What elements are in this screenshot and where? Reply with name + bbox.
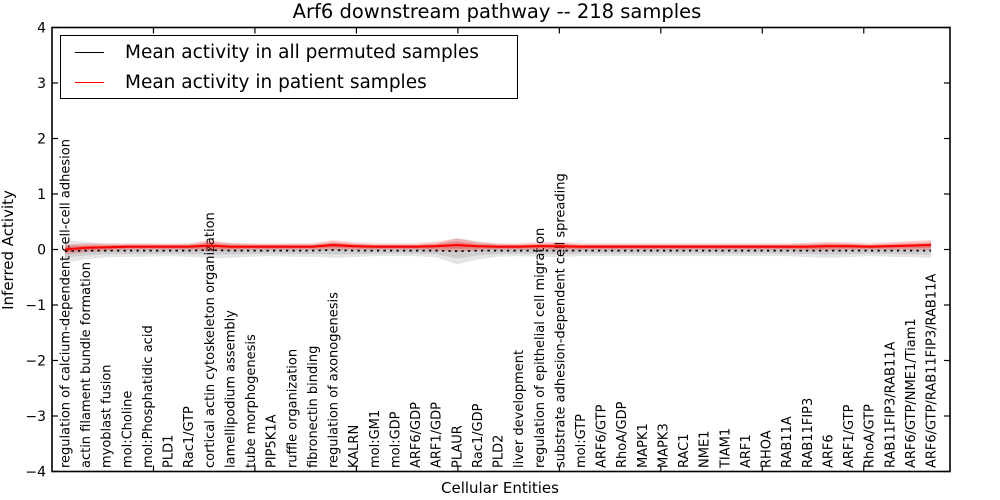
x-tick-label: fibronectin binding: [306, 346, 321, 468]
x-tick-label: ARF6/GTP/RAB11FIP3/RAB11A: [925, 274, 940, 468]
x-tick-label: ARF6/GTP: [595, 404, 610, 468]
permuted-mean-line: [64, 249, 932, 253]
x-tick-label: MAPK1: [636, 423, 651, 468]
x-tick-label: ARF1: [739, 434, 754, 468]
y-tick-label: 3: [37, 76, 46, 92]
x-tick-labels: regulation of calcium-dependent cell-cel…: [59, 139, 940, 469]
x-axis-label: Cellular Entities: [441, 479, 559, 497]
legend-item-permuted: Mean activity in all permuted samples: [61, 40, 517, 64]
x-tick-label: RhoA/GDP: [615, 401, 630, 468]
x-tick-label: RAB11FIP3: [801, 398, 816, 468]
x-tick-label: ruffle organization: [285, 349, 300, 468]
x-tick-label: mol:GTP: [574, 414, 589, 468]
x-tick-label: regulation of axonogenesis: [327, 292, 342, 468]
x-tick-label: ARF6/GDP: [409, 402, 424, 468]
x-tick-label: myoblast fusion: [100, 364, 115, 468]
x-tick-label: actin filament bundle formation: [79, 262, 94, 468]
permuted-line-sample: [75, 51, 104, 53]
x-tick-label: RAC1: [677, 433, 692, 468]
x-tick-label: mol:Choline: [120, 391, 135, 468]
y-tick-labels: 4 3 2 1 0 −1 −2 −3 −4: [25, 21, 46, 481]
x-tick-label: Rac1/GDP: [471, 403, 486, 468]
x-tick-label: PIP5K1A: [265, 414, 280, 468]
y-tick-label: −3: [25, 409, 46, 425]
x-tick-label: ARF6: [821, 434, 836, 468]
x-tick-label: liver development: [512, 350, 527, 468]
legend: Mean activity in all permuted samples Me…: [60, 35, 518, 99]
legend-label-patient: Mean activity in patient samples: [125, 71, 427, 93]
x-tick-label: tube morphogenesis: [244, 334, 259, 468]
x-tick-label: PLD1: [162, 435, 177, 468]
y-tick-label: 2: [37, 132, 46, 148]
axes-frame: [51, 26, 951, 473]
x-tick-label: PLAUR: [450, 425, 465, 468]
y-tick-label: −1: [25, 298, 46, 314]
x-tick-label: mol:GM1: [368, 410, 383, 468]
x-tick-label: TIAM1: [718, 428, 733, 469]
x-tick-label: regulation of epithelial cell migration: [533, 228, 548, 468]
band: [65, 237, 932, 265]
x-tick-label: PLD2: [492, 435, 507, 468]
chart-title: Arf6 downstream pathway -- 218 samples: [293, 0, 702, 23]
x-tick-label: MAPK3: [656, 423, 671, 468]
y-tick-label: −4: [25, 465, 46, 481]
legend-item-patient: Mean activity in patient samples: [61, 70, 517, 94]
y-tick-label: −2: [25, 354, 46, 370]
legend-label-permuted: Mean activity in all permuted samples: [125, 41, 479, 63]
x-tick-label: KALRN: [347, 425, 362, 468]
x-tick-label: RAB11A: [780, 416, 795, 468]
x-tick-label: RHOA: [760, 430, 775, 468]
y-tick-label: 0: [37, 243, 46, 259]
x-tick-label: substrate adhesion-dependent cell spread…: [553, 173, 568, 468]
y-tick-label: 1: [37, 187, 46, 203]
x-tick-label: ARF1/GDP: [430, 402, 445, 468]
x-tick-label: Rac1/GTP: [182, 406, 197, 468]
x-tick-label: mol:GDP: [388, 411, 403, 468]
x-tick-label: RAB11FIP3/RAB11A: [883, 341, 898, 468]
x-tick-label: ARF1/GTP: [842, 404, 857, 468]
y-tick-label: 4: [37, 21, 46, 37]
x-tick-label: ARF6/GTP/NME1/Tiam1: [904, 318, 919, 468]
x-tick-label: lamellipodium assembly: [223, 310, 238, 468]
mean-lines: [64, 244, 932, 253]
x-tick-label: NME1: [698, 431, 713, 468]
x-tick-label: RhoA/GTP: [863, 404, 878, 468]
x-tick-label: regulation of calcium-dependent cell-cel…: [59, 139, 74, 468]
x-tick-label: cortical actin cytoskeleton organization: [203, 212, 218, 468]
patient-line-sample: [75, 81, 104, 83]
patient-mean-line: [64, 244, 932, 251]
y-axis-label: Inferred Activity: [0, 190, 17, 310]
x-tick-label: mol:Phosphatidic acid: [141, 325, 156, 468]
